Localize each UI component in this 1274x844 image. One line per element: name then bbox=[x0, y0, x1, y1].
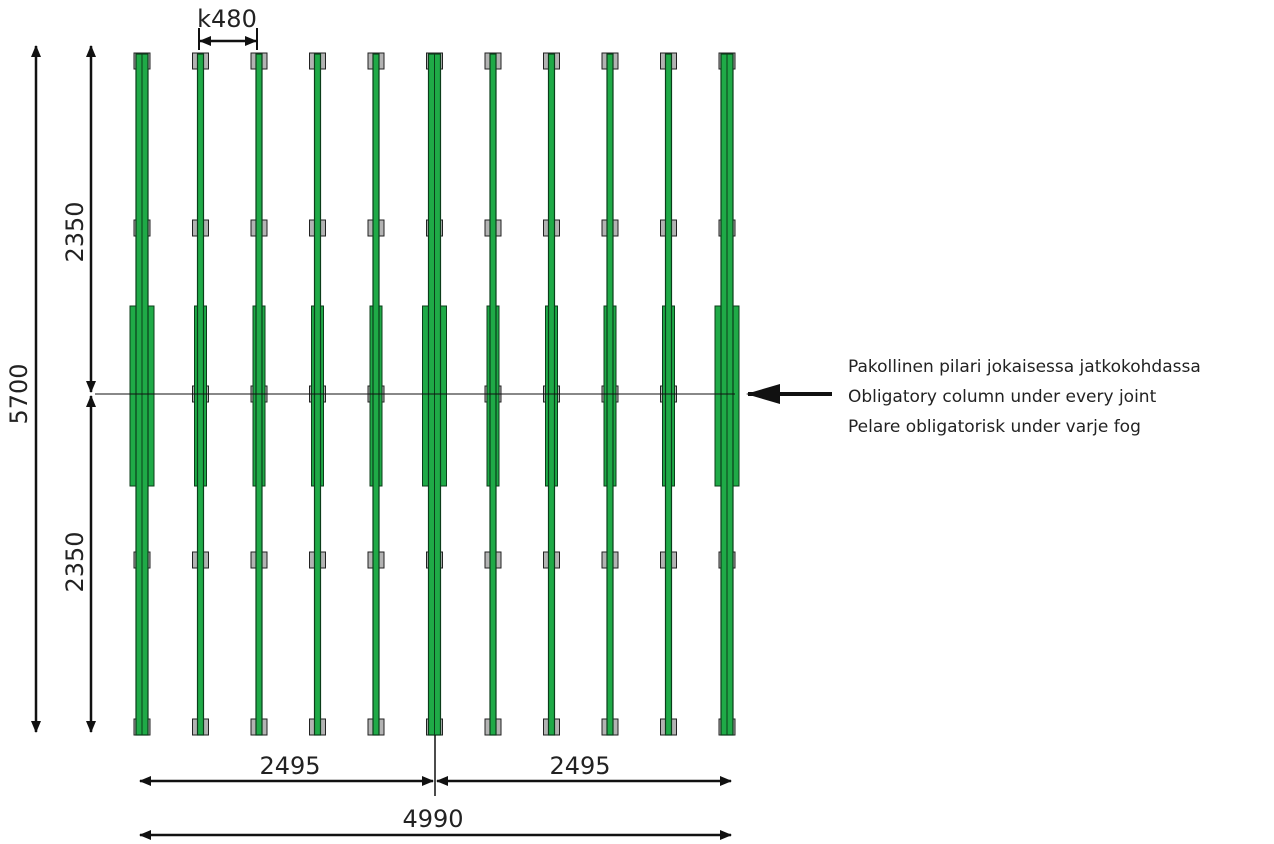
dim-label-left-half: 2495 bbox=[259, 752, 320, 780]
dim-label-upper-span: 2350 bbox=[61, 201, 89, 262]
joint-note: Pakollinen pilari jokaisessa jatkokohdas… bbox=[848, 357, 1201, 437]
note-arrow bbox=[746, 384, 832, 404]
note-line-swedish: Pelare obligatorisk under varje fog bbox=[848, 417, 1141, 437]
dim-label-spacing: k480 bbox=[197, 5, 257, 33]
note-line-finnish: Pakollinen pilari jokaisessa jatkokohdas… bbox=[848, 357, 1201, 377]
dimension-spacing: k480 bbox=[197, 5, 258, 50]
dimension-lower-span: 2350 bbox=[61, 395, 96, 733]
dimension-left-half: 2495 bbox=[139, 752, 434, 786]
dim-label-total-height: 5700 bbox=[5, 363, 33, 424]
note-line-english: Obligatory column under every joint bbox=[848, 387, 1157, 407]
dimension-upper-span: 2350 bbox=[61, 45, 96, 393]
dimension-total-height: 5700 bbox=[5, 45, 41, 733]
dimension-right-half: 2495 bbox=[436, 752, 732, 786]
dim-label-total-width: 4990 bbox=[402, 805, 463, 833]
dim-label-lower-span: 2350 bbox=[61, 531, 89, 592]
dim-label-right-half: 2495 bbox=[549, 752, 610, 780]
dimension-total-width: 4990 bbox=[139, 805, 732, 840]
